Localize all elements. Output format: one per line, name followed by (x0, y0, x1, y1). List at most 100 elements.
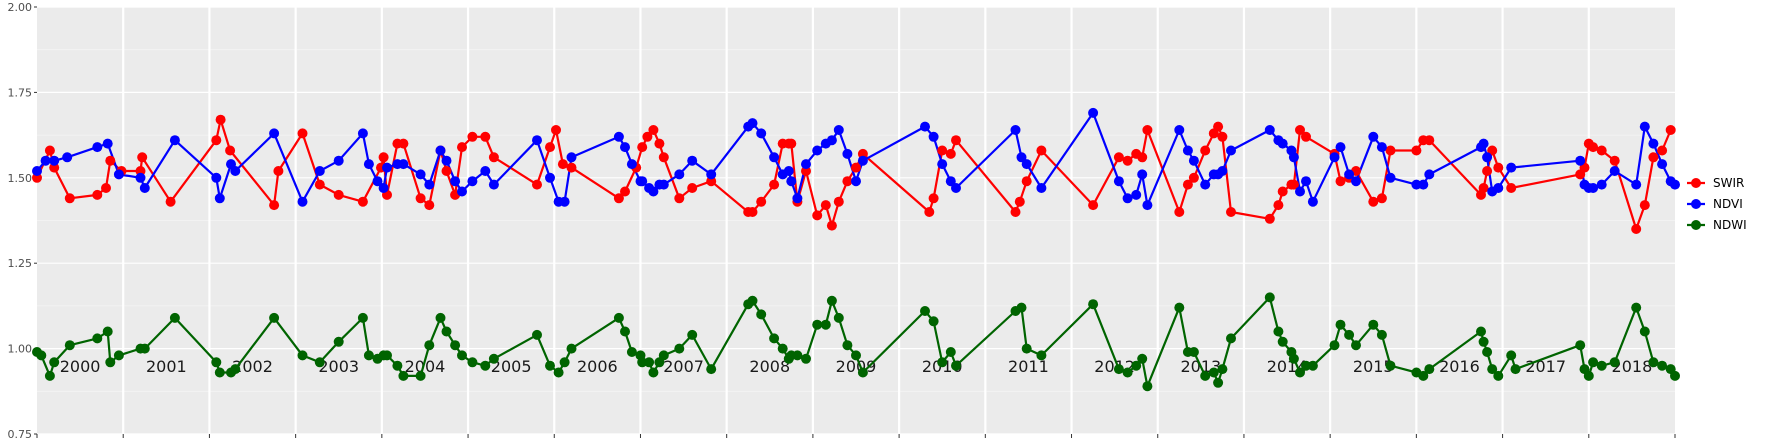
data-point-ndvi (769, 152, 780, 163)
data-point-ndvi (706, 169, 717, 180)
data-point-swir (833, 196, 844, 207)
data-point-ndvi (613, 131, 624, 142)
data-point-ndvi (1217, 166, 1228, 176)
year-label-2000: 2000 (60, 357, 101, 376)
year-label-2016: 2016 (1439, 357, 1480, 376)
data-point-ndwi (945, 347, 956, 357)
data-point-swir (1288, 179, 1299, 190)
data-point-ndwi (139, 343, 150, 354)
data-point-swir (92, 189, 103, 200)
data-point-ndvi (857, 155, 868, 166)
data-point-ndwi (1217, 364, 1228, 375)
data-point-swir (49, 162, 60, 173)
data-point-ndwi (211, 357, 222, 368)
y-tick-label: 1.25 (8, 257, 33, 270)
data-point-swir (1174, 207, 1185, 217)
data-point-ndwi (857, 367, 868, 378)
data-point-swir (1482, 166, 1493, 176)
data-point-swir (756, 196, 767, 207)
data-point-swir (637, 142, 648, 153)
data-point-swir (747, 207, 758, 217)
data-point-swir (842, 176, 853, 187)
data-point-ndvi (314, 166, 325, 176)
data-point-swir (687, 183, 698, 193)
data-point-ndvi (674, 169, 685, 180)
data-point-swir (357, 196, 368, 207)
data-point-swir (1301, 131, 1311, 142)
data-point-ndwi (851, 350, 861, 361)
data-point-swir (786, 138, 797, 149)
data-point-ndwi (467, 357, 478, 368)
data-point-swir (137, 152, 148, 163)
data-point-ndvi (139, 183, 150, 193)
data-point-swir (1596, 145, 1607, 156)
data-point-swir (924, 207, 935, 217)
data-point-ndwi (553, 367, 564, 378)
y-tick-label: 0.75 (8, 428, 33, 441)
data-point-ndvi (424, 179, 435, 190)
data-point-swir (415, 193, 426, 204)
data-point-swir (642, 131, 653, 142)
data-point-ndvi (842, 148, 853, 159)
data-point-ndwi (435, 312, 446, 323)
data-point-ndvi (363, 159, 374, 170)
data-point-ndwi (1648, 357, 1659, 368)
data-point-ndwi (674, 343, 685, 354)
data-point-ndvi (545, 172, 555, 183)
year-label-2002: 2002 (232, 357, 273, 376)
data-point-ndwi (937, 357, 948, 368)
data-point-ndwi (1368, 319, 1379, 330)
data-point-swir (314, 179, 325, 190)
data-point-swir (532, 179, 542, 190)
data-point-ndwi (1351, 340, 1361, 351)
data-point-ndvi (1482, 152, 1493, 163)
data-point-ndvi (398, 159, 409, 170)
data-point-ndwi (1021, 343, 1032, 354)
data-point-swir (101, 183, 111, 193)
data-point-ndwi (747, 295, 758, 306)
data-point-ndvi (40, 155, 51, 166)
data-point-ndvi (1307, 196, 1318, 207)
data-point-ndwi (214, 367, 225, 378)
data-point-ndvi (269, 128, 280, 139)
data-point-ndwi (105, 357, 116, 368)
data-point-ndwi (102, 326, 113, 337)
data-point-ndvi (214, 193, 225, 204)
data-point-ndvi (801, 159, 811, 170)
data-point-swir (937, 145, 948, 156)
data-point-ndvi (786, 176, 797, 187)
year-label-2011: 2011 (1008, 357, 1049, 376)
data-point-ndvi (937, 159, 948, 170)
year-label-2005: 2005 (491, 357, 532, 376)
data-point-swir (654, 138, 665, 149)
data-point-ndwi (637, 357, 648, 368)
data-point-ndvi (1411, 179, 1422, 190)
data-point-ndvi (62, 152, 73, 163)
data-point-ndvi (826, 135, 837, 146)
data-point-swir (1376, 193, 1387, 204)
data-point-ndvi (102, 138, 113, 149)
data-point-swir (1188, 172, 1199, 183)
data-point-ndvi (1670, 179, 1680, 190)
data-point-ndvi (833, 125, 844, 135)
data-point-swir (1335, 176, 1346, 187)
data-point-swir (1277, 186, 1288, 197)
data-point-ndvi (1226, 145, 1236, 156)
data-point-swir (1368, 196, 1379, 207)
data-point-ndvi (747, 118, 758, 129)
data-point-ndvi (441, 155, 452, 166)
data-point-swir (165, 196, 176, 207)
data-point-swir (1014, 196, 1025, 207)
data-point-ndvi (467, 176, 478, 187)
data-point-ndwi (1142, 381, 1153, 392)
year-label-2018: 2018 (1612, 357, 1653, 376)
data-point-ndvi (1648, 138, 1659, 149)
legend-key-point (1691, 199, 1701, 209)
data-point-ndvi (450, 176, 461, 187)
data-point-swir (441, 166, 452, 176)
data-point-ndvi (851, 176, 861, 187)
data-point-ndwi (1174, 302, 1185, 313)
data-point-ndwi (1476, 326, 1486, 337)
data-point-ndwi (928, 316, 939, 327)
data-point-swir (1010, 207, 1021, 217)
